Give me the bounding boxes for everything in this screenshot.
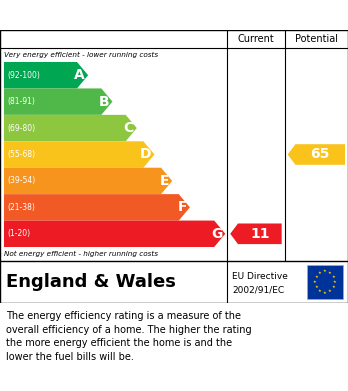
Text: 65: 65 <box>310 147 330 161</box>
Text: F: F <box>177 200 187 214</box>
Text: ★: ★ <box>333 280 337 284</box>
Polygon shape <box>4 141 155 168</box>
Text: Current: Current <box>238 34 274 44</box>
Text: ★: ★ <box>314 285 318 289</box>
Text: The energy efficiency rating is a measure of the
overall efficiency of a home. T: The energy efficiency rating is a measur… <box>6 311 252 362</box>
Text: A: A <box>74 68 85 82</box>
Bar <box>307 265 343 299</box>
Text: C: C <box>124 121 134 135</box>
Text: D: D <box>140 147 151 161</box>
Text: ★: ★ <box>323 291 327 295</box>
Text: (21-38): (21-38) <box>7 203 35 212</box>
Text: (39-54): (39-54) <box>7 176 35 185</box>
Text: E: E <box>160 174 169 188</box>
Polygon shape <box>288 144 345 165</box>
Text: Very energy efficient - lower running costs: Very energy efficient - lower running co… <box>4 52 158 58</box>
Polygon shape <box>4 115 137 141</box>
Text: 2002/91/EC: 2002/91/EC <box>232 286 284 295</box>
Text: (81-91): (81-91) <box>7 97 35 106</box>
Text: ★: ★ <box>313 280 317 284</box>
Text: ★: ★ <box>332 285 335 289</box>
Text: ★: ★ <box>332 274 335 278</box>
Text: ★: ★ <box>328 289 332 293</box>
Text: Not energy efficient - higher running costs: Not energy efficient - higher running co… <box>4 251 158 257</box>
Polygon shape <box>4 168 172 194</box>
Polygon shape <box>4 88 112 115</box>
Text: ★: ★ <box>314 274 318 278</box>
Text: ★: ★ <box>318 271 322 274</box>
Polygon shape <box>4 221 225 247</box>
Text: ★: ★ <box>328 271 332 274</box>
Polygon shape <box>4 62 88 88</box>
Polygon shape <box>4 194 190 221</box>
Polygon shape <box>230 224 282 244</box>
Text: (1-20): (1-20) <box>7 229 30 238</box>
Text: EU Directive: EU Directive <box>232 273 288 282</box>
Text: England & Wales: England & Wales <box>6 273 176 291</box>
Text: Potential: Potential <box>295 34 338 44</box>
Text: ★: ★ <box>318 289 322 293</box>
Text: G: G <box>211 227 222 241</box>
Text: (92-100): (92-100) <box>7 71 40 80</box>
Text: Energy Efficiency Rating: Energy Efficiency Rating <box>8 7 218 23</box>
Text: (69-80): (69-80) <box>7 124 35 133</box>
Text: B: B <box>99 95 110 109</box>
Text: 11: 11 <box>250 227 270 241</box>
Text: ★: ★ <box>323 269 327 273</box>
Text: (55-68): (55-68) <box>7 150 35 159</box>
